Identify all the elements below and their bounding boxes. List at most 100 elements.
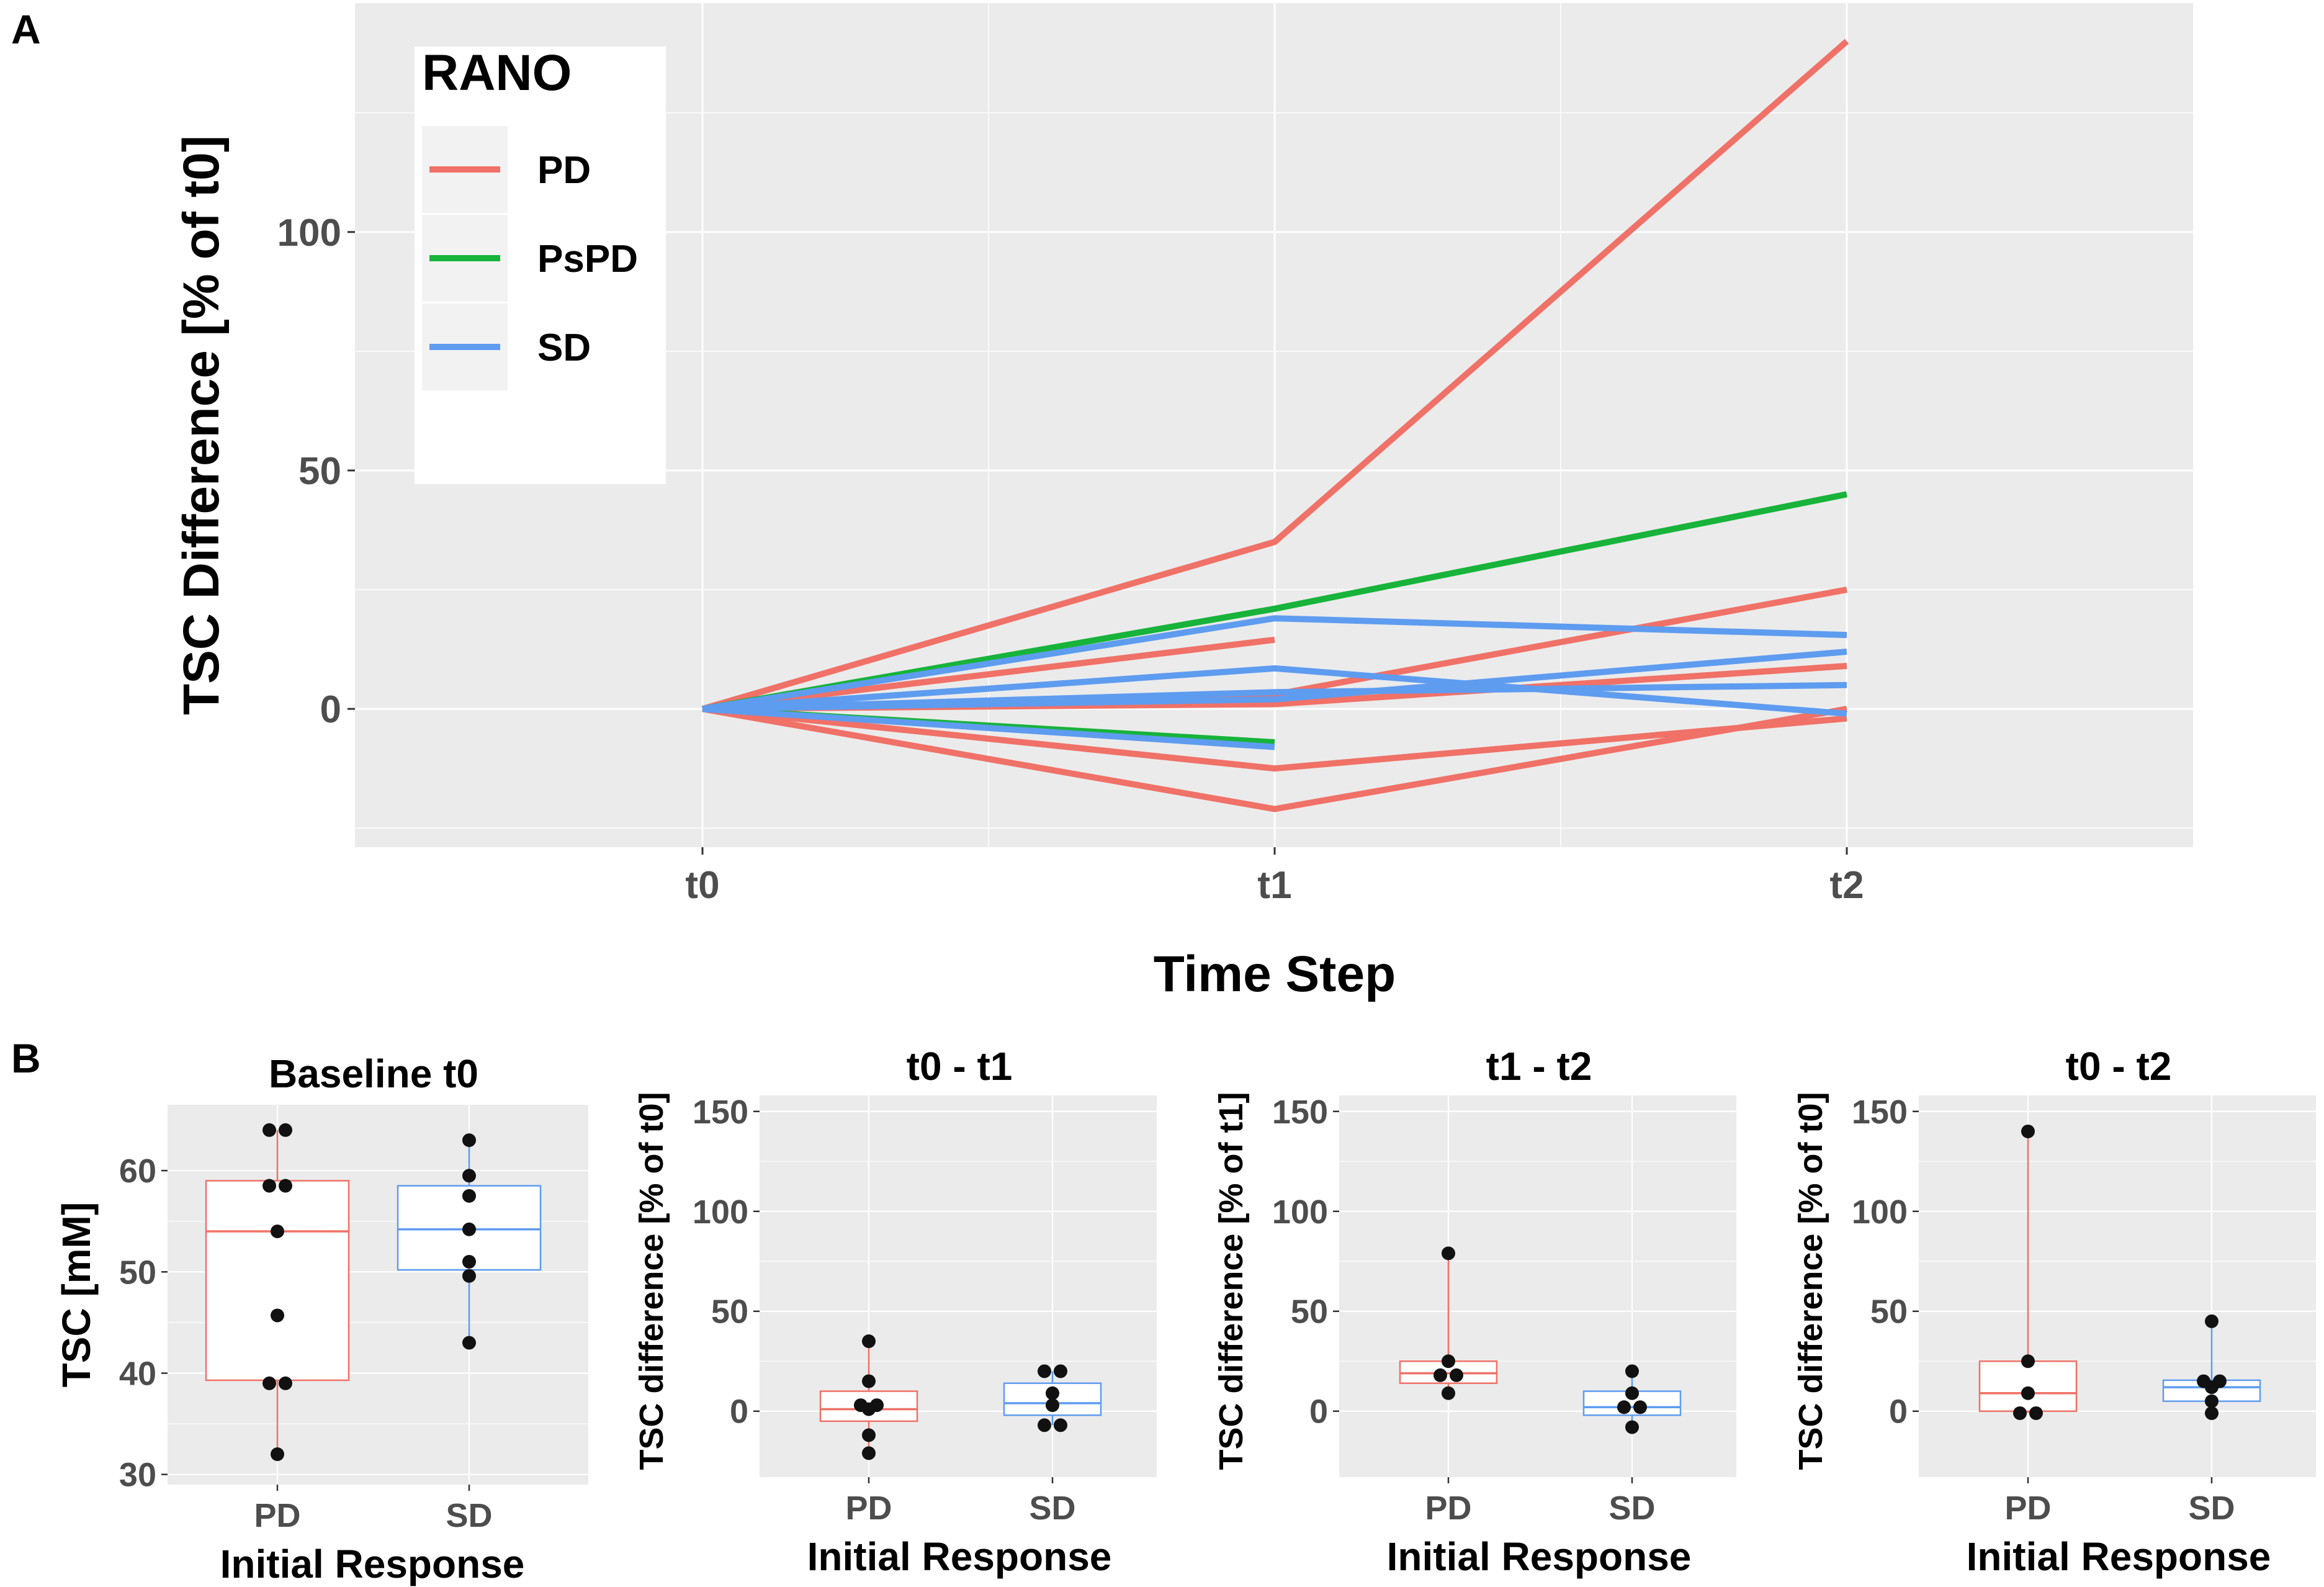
data-point-sd [462,1254,476,1269]
y-tick-label: 50 [119,1254,156,1291]
data-point-sd [2205,1406,2219,1420]
y-axis-title-b2: TSC difference [% of t0] [633,1092,670,1470]
y-tick-label: 50 [1291,1293,1328,1331]
chart-title-b1: Baseline t0 [269,1051,478,1096]
data-point-pd [1442,1354,1455,1369]
legend-title: RANO [422,45,572,101]
chart-title-b4: t0 - t2 [2066,1044,2172,1089]
data-point-sd [2205,1314,2219,1328]
data-point-sd [1054,1418,1067,1432]
boxes-b3 [1399,1246,1682,1434]
legend-label-pspd: PsPD [537,238,638,281]
x-tick-label: PD [1425,1490,1471,1527]
series-line-pd [702,706,1847,812]
data-point-sd [462,1133,476,1148]
y-axis-title-a: TSC Difference [% of t0] [173,135,230,715]
x-tick-labels-b2: PD SD [845,1477,1076,1527]
x-tick-labels-b4: PD SD [2004,1477,2235,1527]
y-tick-label: 0 [1309,1393,1328,1431]
data-point-sd [1046,1398,1059,1413]
y-axis-title-b3: TSC difference [% of t1] [1213,1092,1250,1470]
boxes-b4 [1978,1124,2261,1420]
legend-entries: PD PsPD SD [422,126,638,390]
data-point-sd [462,1169,476,1183]
data-point-pd [271,1225,284,1238]
x-tick-labels-b3: PD SD [1425,1477,1656,1527]
data-point-pd [271,1447,284,1462]
y-tick-label: 100 [693,1194,748,1231]
plot-panel-b3 [1339,1095,1736,1477]
box-pd [1978,1360,2078,1412]
boxes-b2 [819,1334,1102,1460]
plot-panel-b4 [1919,1095,2316,1477]
y-tick-labels-b1: 30 40 50 60 [119,1153,168,1494]
data-point-pd [2021,1124,2035,1138]
data-point-pd [2013,1406,2027,1420]
y-tick-label: 150 [693,1094,748,1131]
series-line-sd [702,665,1847,717]
data-point-sd [1617,1400,1631,1414]
x-tick-label: t1 [1257,864,1291,907]
series-line-sd [702,706,1275,750]
y-tick-label: 50 [1870,1293,1908,1331]
x-tick-label: t2 [1829,864,1864,907]
data-point-pd [2021,1386,2035,1400]
x-tick-label: SD [1608,1490,1655,1527]
legend-label-pd: PD [537,149,591,192]
box-pd [205,1180,350,1382]
y-tick-labels-b4: 0 50 100 150 [1852,1094,1919,1431]
y-tick-label: 150 [1852,1094,1908,1131]
y-tick-label: 0 [1889,1393,1908,1431]
y-tick-labels-a: 0 50 100 [277,212,355,731]
data-point-sd [462,1336,476,1350]
y-tick-label: 100 [1852,1194,1908,1231]
x-axis-title-b2: Initial Response [807,1534,1112,1579]
series-line-pd [702,636,1275,713]
data-point-pd [862,1446,876,1460]
panel-label-a: A [11,6,41,52]
data-point-pd [262,1376,276,1390]
legend: RANO PD PsPD SD [415,45,666,484]
legend-label-sd: SD [537,326,591,369]
data-point-sd [1625,1420,1639,1434]
data-point-pd [2029,1406,2043,1420]
panel-label-b: B [11,1035,41,1081]
y-axis-title-b4: TSC difference [% of t0] [1792,1092,1829,1470]
data-point-sd [462,1222,476,1236]
series-line-sd [702,681,1847,713]
boxes-b1 [205,1123,542,1462]
y-tick-labels-b3: 0 50 100 150 [1272,1094,1339,1431]
data-point-pd [862,1374,876,1388]
chart-title-b3: t1 - t2 [1486,1044,1592,1089]
data-point-pd [271,1308,284,1323]
x-axis-title-b1: Initial Response [220,1542,525,1586]
data-point-pd [862,1428,876,1442]
data-point-pd [2021,1354,2035,1369]
data-point-pd [862,1402,876,1416]
line-chart-a: 0 50 100 t0 t1 t2 Time Step TSC Difference [… [173,3,2193,1002]
x-tick-label: SD [446,1497,492,1534]
y-tick-label: 60 [119,1153,156,1190]
data-point-pd [1442,1386,1455,1400]
data-point-sd [1625,1386,1639,1400]
series-lines-a [701,38,1849,812]
x-tick-label: SD [1029,1490,1075,1527]
box-chart-baseline: 30 40 50 60 PD SD Baseline t0 Initial Respon… [54,1051,588,1586]
box-pd [819,1390,918,1423]
x-tick-labels-b1: PD SD [254,1485,493,1534]
y-tick-label: 30 [119,1457,156,1494]
data-point-sd [462,1189,476,1203]
data-point-pd [1450,1368,1463,1382]
y-axis-title-b1: TSC [mM] [54,1202,99,1388]
y-tick-label: 40 [119,1355,156,1392]
y-tick-label: 50 [298,450,341,493]
x-axis-title-b3: Initial Response [1387,1534,1692,1579]
x-tick-label: PD [2004,1490,2051,1527]
x-tick-label: SD [2188,1490,2235,1527]
x-tick-label: t0 [685,864,719,907]
series-line-pd [702,706,1847,772]
y-tick-label: 100 [277,212,341,254]
x-axis-title-a: Time Step [1154,946,1396,1002]
